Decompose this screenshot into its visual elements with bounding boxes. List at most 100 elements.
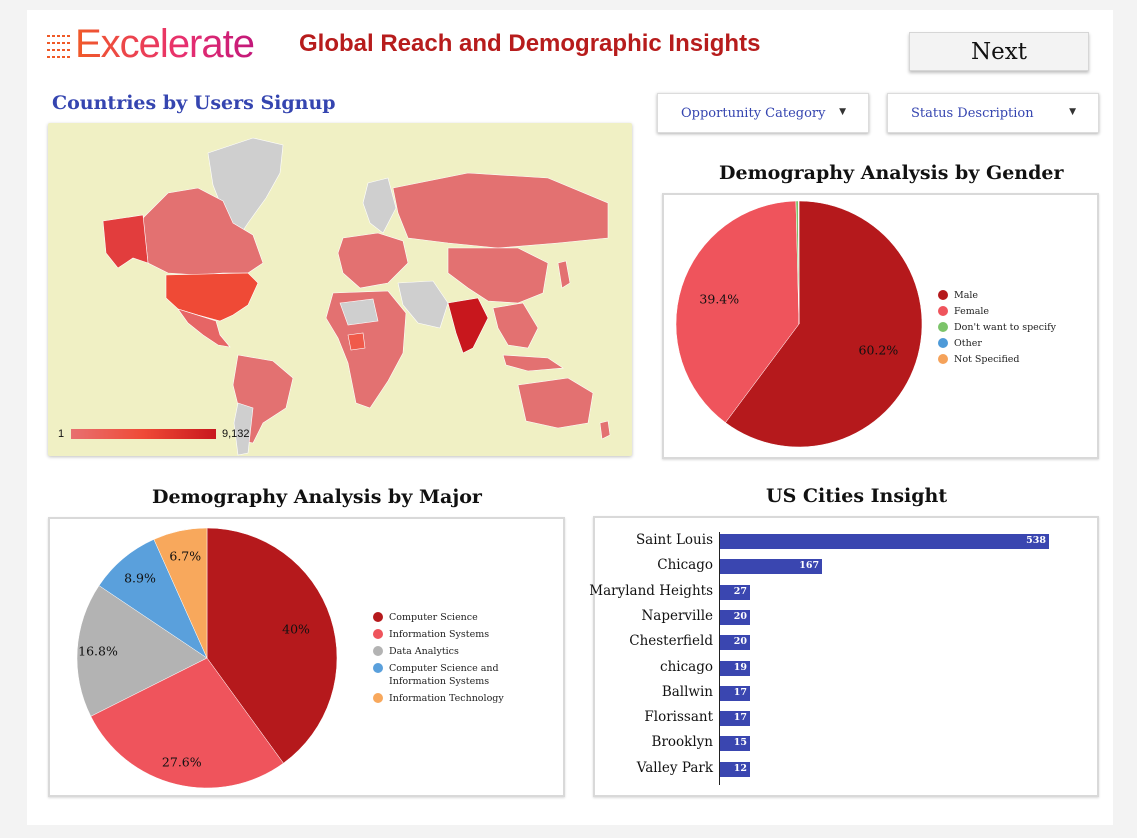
city-bar-value: 15	[733, 737, 747, 749]
gender-legend-item[interactable]: Female	[938, 305, 1056, 318]
city-bar[interactable]: 17	[720, 685, 750, 701]
map-argentina[interactable]	[233, 402, 254, 456]
logo-dots-icon	[47, 35, 70, 58]
map-china[interactable]	[447, 247, 549, 304]
map-scale-max: 9,132	[222, 428, 250, 440]
major-legend-item[interactable]: Computer Science and Information Systems	[373, 662, 504, 688]
legend-swatch	[373, 629, 383, 639]
gender-chart-card: Male Female Don't want to specify Other Not …	[662, 193, 1099, 459]
opportunity-category-label: Opportunity Category	[681, 105, 826, 121]
gender-slice-male[interactable]	[725, 200, 923, 448]
gender-pie-chart	[675, 200, 923, 448]
major-legend-item[interactable]: Information Technology	[373, 692, 504, 705]
city-label: Florissant	[644, 709, 713, 726]
status-description-dropdown[interactable]: Status Description ▼	[887, 93, 1099, 133]
map-alaska[interactable]	[102, 214, 149, 269]
legend-swatch	[938, 338, 948, 348]
map-sahara[interactable]	[339, 298, 379, 326]
status-description-label: Status Description	[911, 105, 1034, 121]
caret-down-icon: ▼	[1069, 107, 1076, 117]
map-india[interactable]	[447, 297, 489, 354]
city-bar[interactable]: 20	[720, 609, 750, 625]
major-slice-information-technology[interactable]	[153, 527, 208, 659]
map-canada[interactable]	[142, 187, 264, 276]
city-bar[interactable]: 20	[720, 635, 750, 651]
legend-label: Don't want to specify	[954, 322, 1057, 333]
major-legend-item[interactable]: Information Systems	[373, 628, 504, 641]
city-bar[interactable]: 27	[720, 584, 750, 600]
legend-label: Information Technology	[389, 693, 504, 704]
city-label: Brooklyn	[651, 734, 713, 751]
major-slice-computer-science[interactable]	[206, 527, 338, 764]
gender-legend-item[interactable]: Male	[938, 289, 1056, 302]
next-button[interactable]: Next	[909, 32, 1089, 71]
legend-label: Information Systems	[389, 629, 490, 640]
major-chart-card: Computer Science Information Systems Data …	[48, 517, 565, 797]
major-legend-item[interactable]: Data Analytics	[373, 645, 504, 658]
legend-label: Computer Science and Information Systems	[389, 663, 499, 687]
city-bar-value: 17	[733, 686, 747, 698]
cities-chart-card: Saint Louis 538 Chicago 167 Maryland Heights…	[589, 516, 1099, 797]
map-indonesia[interactable]	[502, 354, 564, 372]
major-pie-chart	[76, 527, 338, 789]
city-label: Ballwin	[661, 683, 713, 700]
major-slice-information-systems[interactable]	[90, 657, 284, 789]
cities-bar-chart: Saint Louis 538 Chicago 167 Maryland Heights…	[589, 518, 1097, 795]
city-bar[interactable]: 12	[720, 761, 750, 777]
major-percent-label: 40%	[282, 621, 310, 637]
major-slice-data-analytics[interactable]	[76, 585, 208, 717]
map-southeast-asia[interactable]	[492, 302, 539, 349]
gender-chart-title: Demography Analysis by Gender	[719, 162, 1064, 184]
city-bar[interactable]: 17	[720, 711, 750, 727]
map-australia[interactable]	[517, 377, 594, 429]
caret-down-icon: ▼	[839, 107, 846, 117]
legend-swatch	[373, 646, 383, 656]
major-legend: Computer Science Information Systems Data …	[373, 611, 504, 709]
major-percent-label: 8.9%	[124, 570, 156, 586]
legend-label: Data Analytics	[389, 646, 459, 657]
gender-legend-item[interactable]: Don't want to specify	[938, 321, 1056, 334]
map-nigeria[interactable]	[347, 332, 366, 351]
legend-swatch	[373, 663, 383, 673]
city-label: Maryland Heights	[589, 582, 713, 599]
map-usa[interactable]	[165, 272, 259, 322]
legend-swatch	[373, 693, 383, 703]
map-scandinavia[interactable]	[362, 177, 397, 234]
major-legend-item[interactable]: Computer Science	[373, 611, 504, 624]
gender-legend-item[interactable]: Other	[938, 337, 1056, 350]
dashboard-canvas: Excelerate Global Reach and Demographic …	[27, 10, 1113, 825]
major-percent-label: 16.8%	[78, 643, 118, 659]
city-bar-value: 12	[733, 762, 747, 774]
city-bar[interactable]: 167	[720, 559, 823, 575]
city-bar-value: 167	[799, 560, 820, 572]
map-middle-east[interactable]	[397, 280, 449, 329]
city-bar-value: 17	[733, 712, 747, 724]
major-chart-title: Demography Analysis by Major	[152, 486, 482, 508]
map-japan[interactable]	[557, 260, 571, 289]
gender-legend-item[interactable]: Not Specified	[938, 353, 1056, 366]
city-bar[interactable]: 15	[720, 736, 750, 752]
city-label: Valley Park	[636, 759, 713, 776]
map-title: Countries by Users Signup	[52, 92, 336, 114]
map-scale-min: 1	[58, 428, 65, 440]
excelerate-logo: Excelerate	[47, 22, 255, 66]
gender-slice-female[interactable]	[675, 200, 800, 423]
city-bar[interactable]: 538	[720, 534, 1049, 549]
city-bar-value: 538	[1026, 535, 1046, 546]
legend-swatch	[938, 290, 948, 300]
gender-percent-label: 39.4%	[699, 291, 740, 307]
city-bar[interactable]: 19	[720, 660, 750, 676]
page-title: Global Reach and Demographic Insights	[299, 30, 761, 57]
opportunity-category-dropdown[interactable]: Opportunity Category ▼	[657, 93, 869, 133]
legend-swatch	[373, 612, 383, 622]
map-new-zealand[interactable]	[599, 420, 611, 440]
city-label: Saint Louis	[635, 532, 713, 548]
map-mexico[interactable]	[177, 308, 231, 348]
map-russia[interactable]	[392, 172, 609, 249]
world-map	[102, 137, 611, 456]
gender-percent-label: 60.2%	[858, 342, 899, 358]
gender-legend: Male Female Don't want to specify Other Not …	[938, 289, 1056, 369]
legend-label: Other	[954, 338, 982, 349]
world-map-card: 1 9,132	[48, 123, 632, 456]
map-europe[interactable]	[337, 232, 409, 289]
